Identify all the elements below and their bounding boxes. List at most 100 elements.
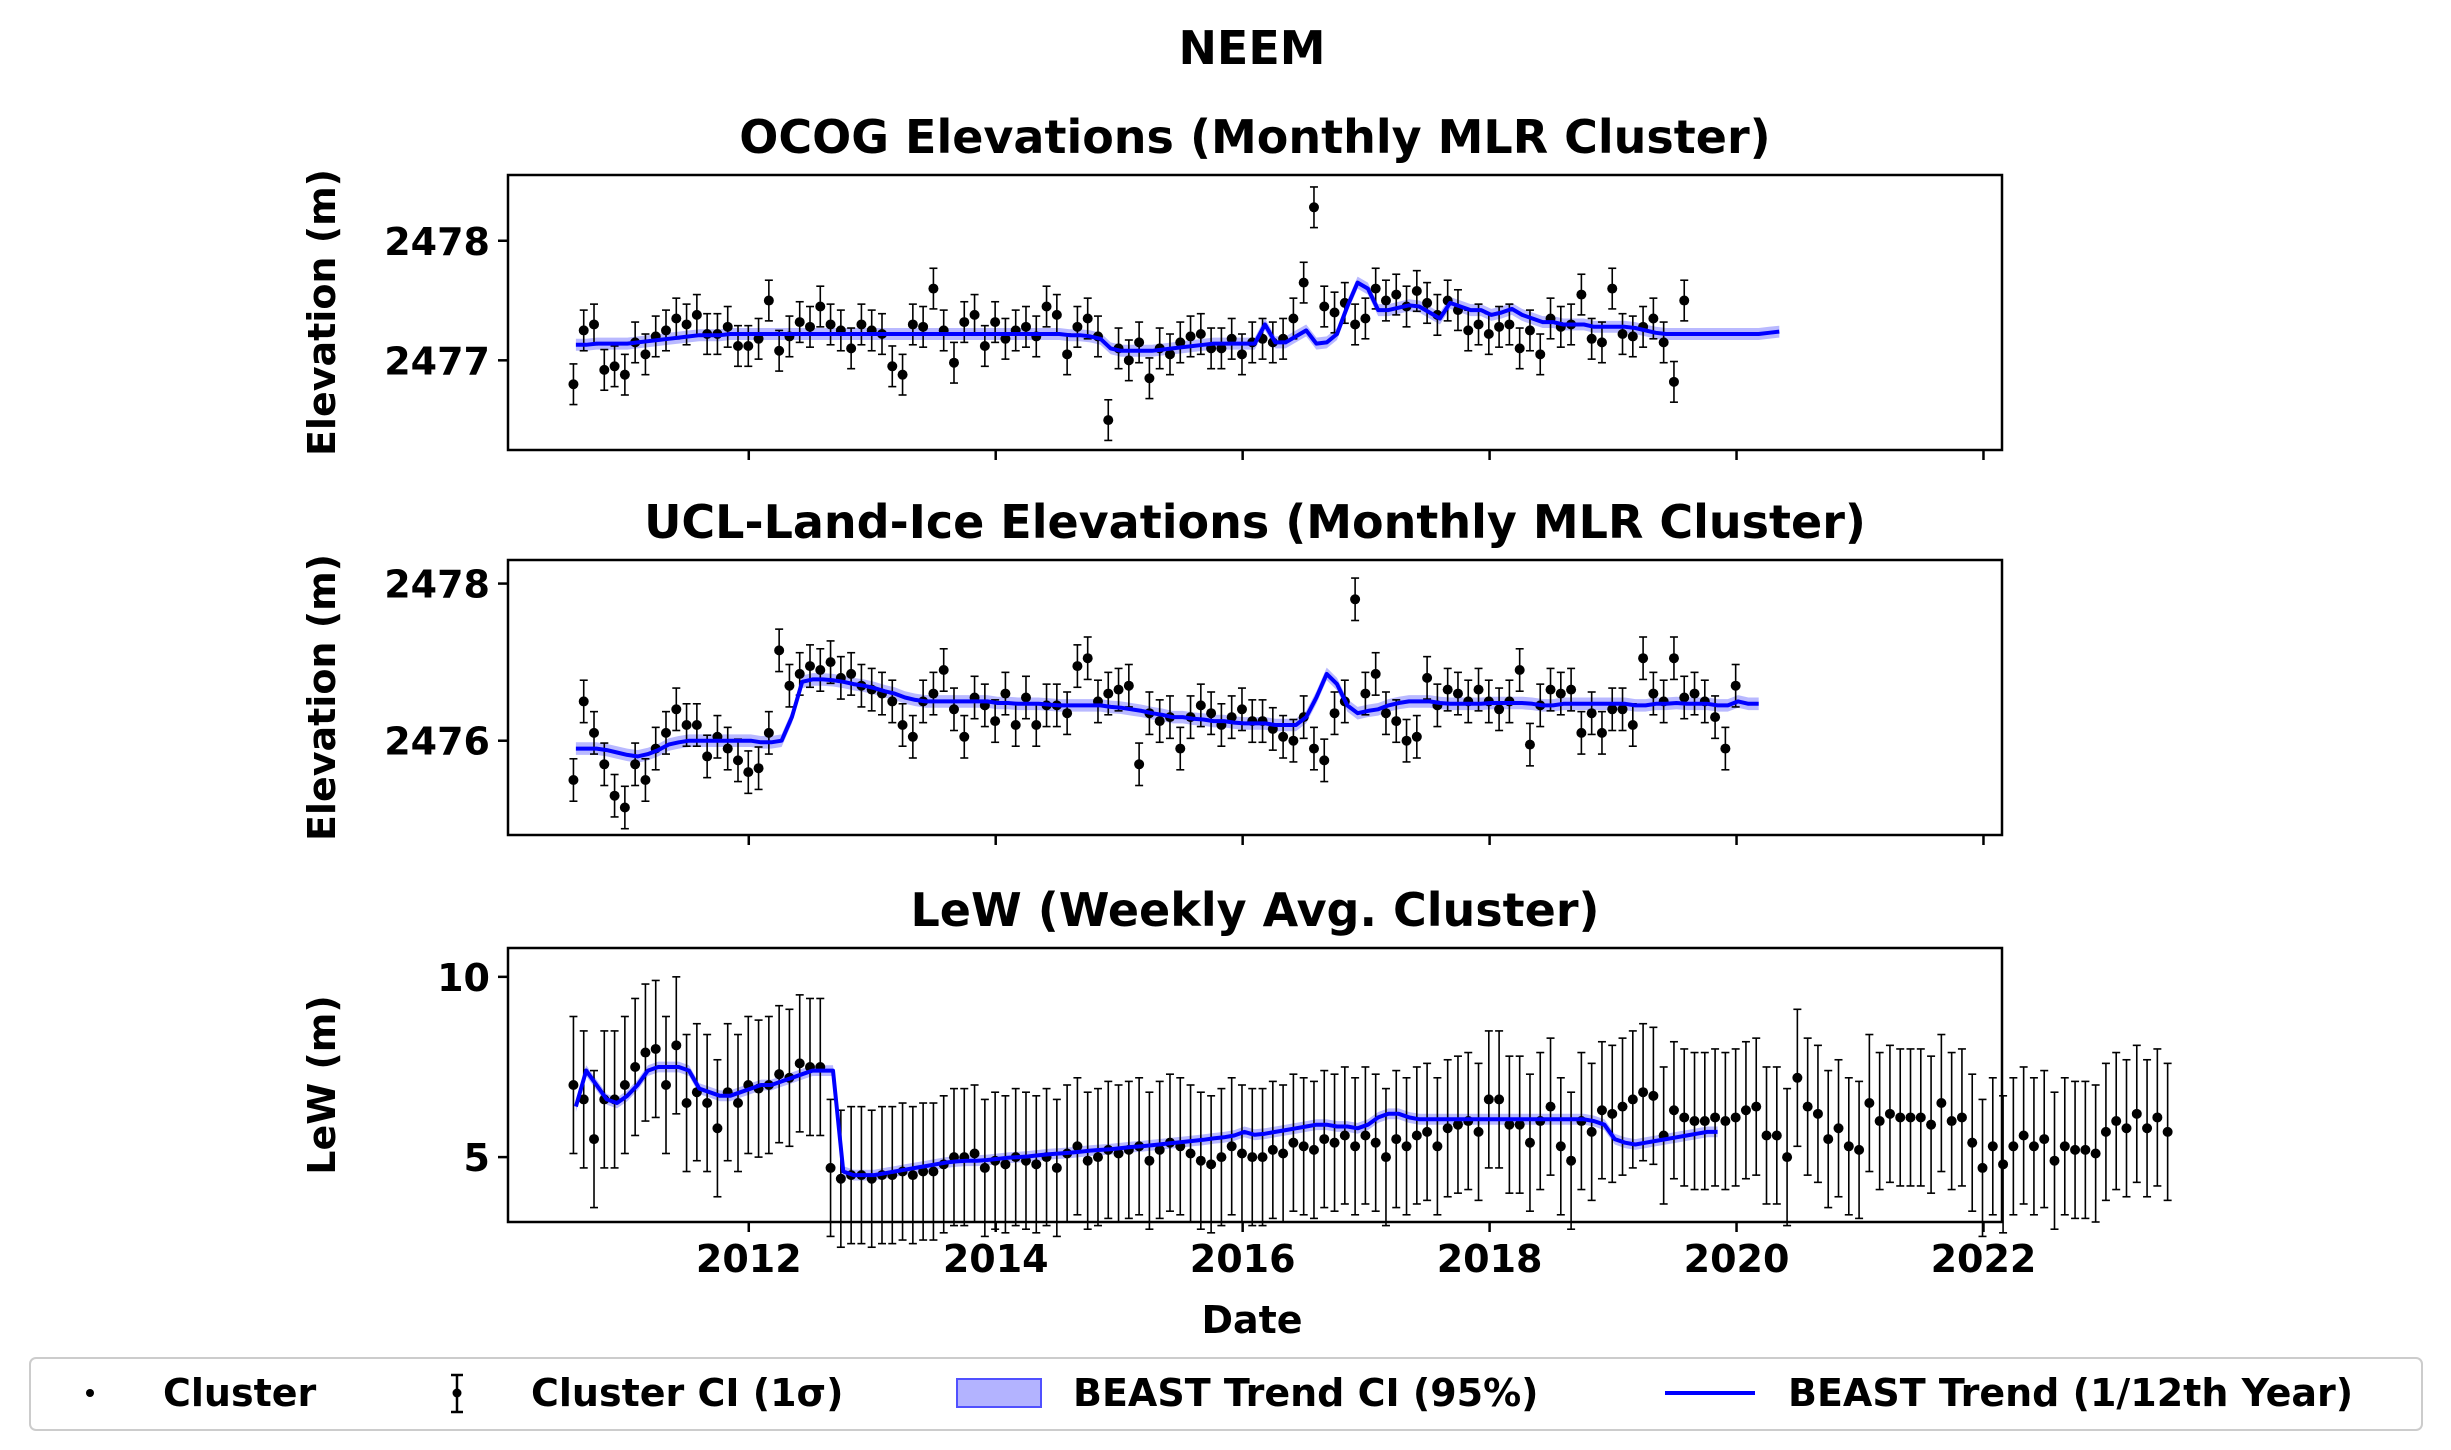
cluster-point xyxy=(1854,1144,1865,1155)
cluster-point xyxy=(774,345,785,356)
cluster-point xyxy=(1123,680,1134,691)
cluster-point xyxy=(1782,1152,1793,1163)
axes-frame xyxy=(506,946,2004,1224)
cluster-point xyxy=(1905,1112,1916,1123)
cluster-point xyxy=(1483,329,1494,340)
cluster-point xyxy=(1123,355,1134,366)
y-tick-label: 2476 xyxy=(384,720,490,764)
cluster-point xyxy=(1494,1094,1505,1105)
cluster-point xyxy=(1452,1119,1463,1130)
cluster-point xyxy=(1977,1162,1988,1173)
cluster-point xyxy=(928,688,939,699)
cluster-point xyxy=(2152,1112,2163,1123)
cluster-point xyxy=(990,716,1001,727)
cluster-point xyxy=(1936,1098,1947,1109)
cluster-point xyxy=(1668,653,1679,664)
cluster-point xyxy=(1226,712,1237,723)
cluster-point xyxy=(1679,692,1690,703)
cluster-point xyxy=(1062,349,1073,360)
cluster-point xyxy=(1740,1105,1751,1116)
cluster-point xyxy=(1216,343,1227,354)
x-axis-label: Date xyxy=(1201,1298,1302,1342)
cluster-point xyxy=(1514,343,1525,354)
cluster-point xyxy=(1391,1134,1402,1145)
cluster-point xyxy=(2059,1141,2070,1152)
trend-line xyxy=(573,1065,1718,1178)
cluster-point xyxy=(928,283,939,294)
cluster-point xyxy=(1946,1116,1957,1127)
cluster-point xyxy=(825,657,836,668)
cluster-point xyxy=(1699,1116,1710,1127)
cluster-point xyxy=(671,704,682,715)
cluster-point xyxy=(918,321,929,332)
cluster-point xyxy=(1319,1134,1330,1145)
cluster-point xyxy=(897,369,908,380)
cluster-point xyxy=(661,727,672,738)
cluster-point xyxy=(1319,301,1330,312)
cluster-point xyxy=(1607,1108,1618,1119)
cluster-point xyxy=(1319,755,1330,766)
cluster-point xyxy=(1514,665,1525,675)
cluster-point xyxy=(1627,331,1638,342)
cluster-point xyxy=(1730,1112,1741,1123)
cluster-point xyxy=(661,325,672,336)
cluster-point xyxy=(1082,653,1093,664)
cluster-point xyxy=(1144,373,1155,384)
cluster-point xyxy=(1987,1141,1998,1152)
cluster-point xyxy=(2008,1141,2019,1152)
cluster-point xyxy=(1401,1141,1412,1152)
cluster-point xyxy=(1010,720,1021,730)
cluster-point xyxy=(1175,743,1186,754)
cluster-point xyxy=(1195,1155,1206,1166)
cluster-point xyxy=(743,340,754,351)
cluster-point xyxy=(1113,1148,1124,1159)
cluster-point xyxy=(1802,1101,1813,1112)
cluster-point xyxy=(1031,1159,1042,1170)
cluster-point xyxy=(1391,289,1402,300)
cluster-point xyxy=(1586,1126,1597,1137)
cluster-point xyxy=(979,340,990,351)
cluster-point xyxy=(1473,1126,1484,1137)
cluster-point xyxy=(763,727,774,738)
cluster-point xyxy=(959,731,970,742)
cluster-point xyxy=(619,369,630,380)
cluster-point xyxy=(630,759,641,770)
cluster-point xyxy=(722,743,733,754)
y-tick-label: 2478 xyxy=(384,563,490,607)
axes-frame xyxy=(506,558,2004,837)
cluster-point xyxy=(1576,289,1587,300)
cluster-point xyxy=(1648,1090,1659,1101)
cluster-point xyxy=(671,1040,682,1051)
cluster-point xyxy=(1864,1098,1875,1109)
y-tick-label: 10 xyxy=(437,956,490,1000)
cluster-point xyxy=(568,1080,579,1090)
cluster-point xyxy=(1895,1112,1906,1123)
cluster-point xyxy=(1823,1134,1834,1145)
cluster-point xyxy=(1000,1159,1011,1170)
cluster-point xyxy=(1329,708,1340,719)
y-tick-label: 2477 xyxy=(384,339,490,383)
cluster-point xyxy=(578,1094,589,1105)
cluster-point xyxy=(1298,1141,1309,1152)
cluster-point xyxy=(1422,1126,1433,1137)
cluster-point xyxy=(1236,1148,1247,1159)
cluster-point xyxy=(2090,1148,2101,1159)
panel-lew: LeW (Weekly Avg. Cluster) LeW (m) 5 10 2012 2… xyxy=(300,883,2173,1281)
cluster-point xyxy=(2018,1130,2029,1141)
cluster-point xyxy=(1380,1152,1391,1163)
cluster-point xyxy=(1751,1101,1762,1112)
cluster-point xyxy=(1092,1152,1103,1163)
cluster-point xyxy=(681,1098,692,1109)
x-tick-label: 2020 xyxy=(1684,1237,1790,1281)
cluster-point xyxy=(640,1047,651,1058)
legend-frame xyxy=(29,1357,2423,1431)
cluster-point xyxy=(815,301,826,312)
axes-frame xyxy=(506,173,2004,452)
cluster-point xyxy=(1689,688,1700,699)
cluster-point xyxy=(1596,337,1607,348)
cluster-point xyxy=(1401,735,1412,746)
cluster-point xyxy=(1422,297,1433,308)
cluster-point xyxy=(815,665,826,675)
legend-band-swatch xyxy=(956,1378,1042,1408)
